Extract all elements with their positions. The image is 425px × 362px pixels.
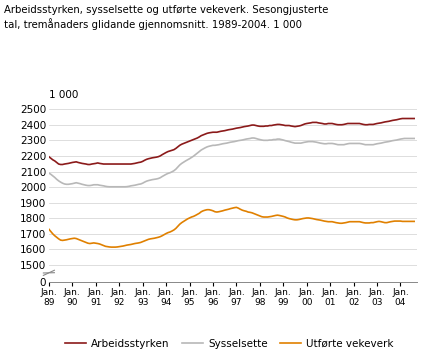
Sysselsette xyxy=(160,174,165,179)
Arbeidsstyrken xyxy=(400,116,405,121)
Arbeidsstyrken xyxy=(58,162,63,167)
Arbeidsstyrken xyxy=(160,152,165,157)
Text: 1 000: 1 000 xyxy=(48,90,78,100)
Arbeidsstyrken xyxy=(170,148,175,152)
Utførte vekeverk xyxy=(411,219,416,224)
Sysselsette xyxy=(411,136,416,140)
Sysselsette xyxy=(48,172,54,177)
Utførte vekeverk xyxy=(109,245,114,249)
Arbeidsstyrken xyxy=(48,156,54,160)
Sysselsette xyxy=(181,160,186,164)
Line: Sysselsette: Sysselsette xyxy=(49,138,414,187)
Legend: Arbeidsstyrken, Sysselsette, Utførte vekeverk: Arbeidsstyrken, Sysselsette, Utførte vek… xyxy=(61,335,398,353)
Utførte vekeverk xyxy=(46,227,51,231)
Utførte vekeverk xyxy=(170,229,175,233)
Sysselsette xyxy=(404,136,409,140)
Text: Arbeidsstyrken, sysselsette og utførte vekeverk. Sesongjusterte
tal, tremånaders: Arbeidsstyrken, sysselsette og utførte v… xyxy=(4,5,329,30)
Utførte vekeverk xyxy=(234,205,239,210)
Arbeidsstyrken xyxy=(46,155,51,159)
Utførte vekeverk xyxy=(48,230,54,234)
Sysselsette xyxy=(249,136,255,140)
Line: Arbeidsstyrken: Arbeidsstyrken xyxy=(49,118,414,164)
Line: Utførte vekeverk: Utførte vekeverk xyxy=(49,207,414,247)
Arbeidsstyrken xyxy=(404,116,409,121)
Arbeidsstyrken xyxy=(411,116,416,121)
Arbeidsstyrken xyxy=(181,141,186,146)
Sysselsette xyxy=(83,183,88,188)
Utførte vekeverk xyxy=(181,219,186,224)
Sysselsette xyxy=(170,170,175,174)
Sysselsette xyxy=(46,171,51,175)
Sysselsette xyxy=(107,185,112,189)
Utførte vekeverk xyxy=(160,233,165,238)
Utførte vekeverk xyxy=(83,240,88,245)
Arbeidsstyrken xyxy=(85,162,91,167)
Utførte vekeverk xyxy=(404,219,409,224)
